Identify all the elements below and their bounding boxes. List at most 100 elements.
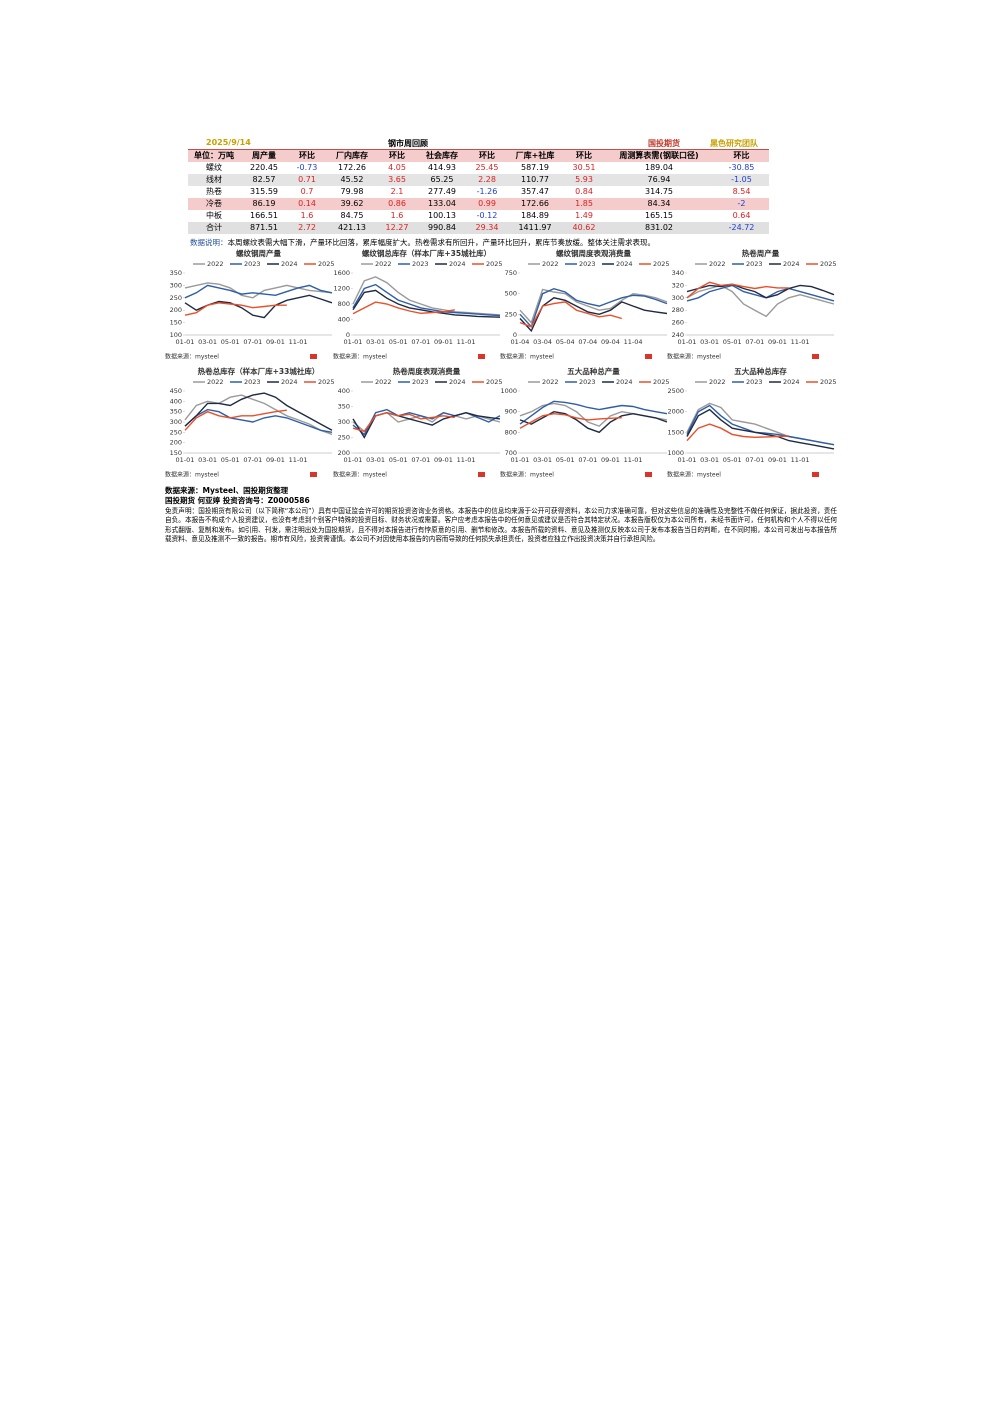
x-tick-label: 07-01: [411, 456, 430, 464]
row-label: 中板: [206, 211, 222, 220]
series-line: [519, 412, 622, 429]
logo-icon: [812, 472, 819, 477]
logo-icon: [478, 472, 485, 477]
chart-title: 螺纹钢周度表观消费量: [556, 248, 631, 258]
x-tick-label: 09-01: [601, 456, 620, 464]
x-tick-label: 07-01: [411, 338, 430, 346]
row-label: 合计: [206, 223, 222, 232]
value-cell: 133.04: [428, 199, 456, 208]
series-line: [686, 283, 835, 299]
x-tick-label: 03-01: [700, 456, 719, 464]
note-label: 数据说明：: [190, 238, 228, 247]
table-body: 单位：万吨 周产量 环比 厂内库存 环比 社会库存 环比 厂库+社库 环比 周测算表需(钢联口径)…: [188, 150, 769, 234]
y-tick-label: 250: [505, 310, 517, 318]
x-tick-label: 05-01: [723, 456, 742, 464]
chart-title: 热卷周度表观消费量: [393, 366, 461, 376]
x-tick-label: 11-04: [624, 338, 643, 346]
x-tick-label: 01-01: [678, 338, 697, 346]
y-tick-label: 0: [346, 331, 350, 339]
chart-title: 热卷周产量: [742, 248, 780, 258]
x-tick-label: 09-01: [266, 456, 285, 464]
x-tick-label: 03-01: [366, 338, 385, 346]
y-tick-label: 150: [170, 449, 182, 457]
chart-source: 数据来源：mysteel: [500, 353, 554, 361]
y-tick-label: 1000: [667, 449, 684, 457]
legend-label: 2022: [207, 260, 224, 268]
value-cell: 184.89: [521, 211, 549, 220]
y-tick-label: 2000: [667, 408, 684, 416]
y-tick-label: 300: [170, 418, 182, 426]
column-header: 环比: [733, 151, 750, 160]
table-title: 钢市周回顾: [388, 139, 428, 148]
change-cell: 2.28: [478, 175, 496, 184]
series-line: [686, 284, 835, 318]
x-tick-label: 11-01: [457, 456, 476, 464]
chart-title: 五大品种总产量: [567, 366, 620, 376]
x-tick-label: 11-01: [791, 338, 810, 346]
chart-source: 数据来源：mysteel: [165, 353, 219, 361]
legend-label: 2022: [542, 260, 559, 268]
value-cell: 39.62: [340, 199, 364, 208]
legend-label: 2022: [375, 260, 392, 268]
change-cell: -30.85: [728, 163, 755, 172]
y-tick-label: 340: [672, 269, 684, 277]
change-cell: 0.14: [298, 199, 316, 208]
x-tick-label: 01-01: [176, 338, 195, 346]
logo-icon: [310, 472, 317, 477]
column-header: 周测算表需(钢联口径): [619, 151, 699, 160]
legend-label: 2024: [281, 260, 298, 268]
legend-label: 2024: [449, 378, 466, 386]
series-line: [519, 410, 668, 434]
team: 黑色研究团队: [710, 139, 758, 148]
y-tick-label: 320: [672, 281, 684, 289]
series-line: [352, 276, 501, 316]
change-cell: 1.6: [390, 211, 404, 220]
series-line: [519, 402, 668, 427]
x-tick-label: 03-01: [700, 338, 719, 346]
y-tick-label: 450: [170, 387, 182, 395]
legend-label: 2023: [412, 378, 429, 386]
x-tick-label: 11-01: [457, 338, 476, 346]
footer-author: 国投期货 何亚婷 投资咨询号：Z0000586: [165, 496, 310, 505]
x-tick-label: 05-01: [221, 456, 240, 464]
x-tick-label: 01-04: [511, 338, 530, 346]
series-line: [352, 411, 455, 433]
x-tick-label: 03-01: [533, 456, 552, 464]
x-tick-label: 05-01: [556, 456, 575, 464]
logo-icon: [812, 354, 819, 359]
legend-label: 2024: [281, 378, 298, 386]
y-tick-label: 240: [672, 331, 684, 339]
row-label: 热卷: [206, 187, 222, 196]
y-tick-label: 260: [672, 319, 684, 327]
y-tick-label: 280: [672, 306, 684, 314]
row-label: 冷卷: [206, 199, 222, 208]
series-line: [184, 392, 333, 431]
series-line: [352, 289, 501, 318]
value-cell: 100.13: [428, 211, 456, 220]
change-cell: 29.34: [475, 223, 499, 232]
change-cell: 1.49: [575, 211, 593, 220]
y-tick-label: 800: [338, 300, 350, 308]
value-cell: 414.93: [428, 163, 456, 172]
x-tick-label: 01-01: [678, 456, 697, 464]
chart-title: 螺纹钢总库存（样本厂库+35城社库）: [362, 248, 491, 258]
series-line: [686, 423, 789, 442]
series-line: [184, 409, 287, 431]
change-cell: -1.26: [476, 187, 498, 196]
chart-source: 数据来源：mysteel: [667, 353, 721, 361]
change-cell: -0.73: [296, 163, 318, 172]
legend-label: 2023: [746, 260, 763, 268]
legend-label: 2024: [783, 378, 800, 386]
table-row: 热卷 315.59 0.7 79.98 2.1 277.49 -1.26 357.47 0.84…: [188, 186, 769, 198]
logo-icon: [645, 354, 652, 359]
x-tick-label: 09-01: [434, 338, 453, 346]
change-cell: 2.72: [298, 223, 316, 232]
legend-label: 2024: [616, 260, 633, 268]
legend-label: 2024: [783, 260, 800, 268]
column-header: 厂库+社库: [515, 151, 555, 160]
legend-label: 2023: [244, 260, 261, 268]
chart-title: 螺纹钢周产量: [236, 248, 281, 258]
y-tick-label: 250: [170, 294, 182, 302]
